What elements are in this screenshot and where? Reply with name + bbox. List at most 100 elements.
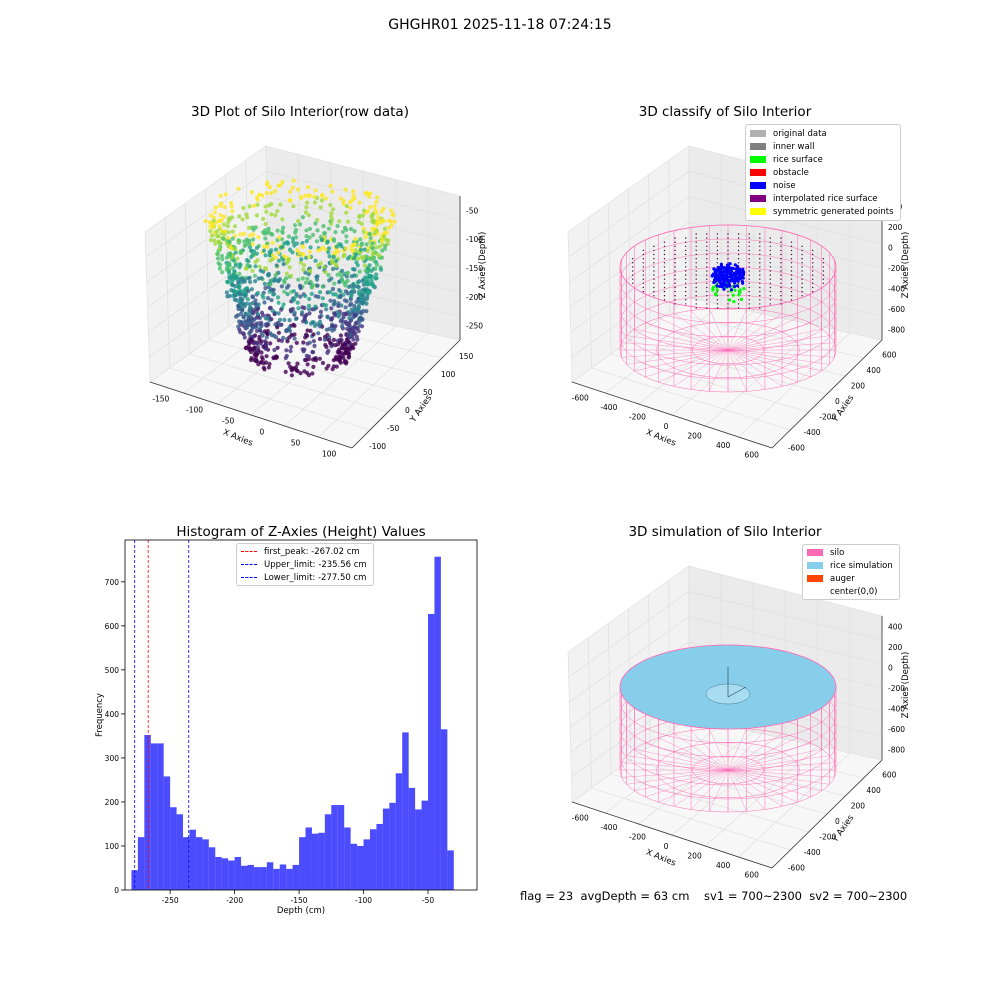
grid-point <box>790 245 793 247</box>
grid-point <box>663 295 666 297</box>
grid-point <box>685 249 687 252</box>
scatter-point <box>277 258 282 263</box>
grid-point <box>642 282 644 284</box>
scatter-point <box>299 257 304 262</box>
scatter-point <box>386 218 392 223</box>
scatter-point <box>334 244 339 249</box>
scatter-point <box>238 232 243 237</box>
grid-point <box>674 262 676 264</box>
scatter-point <box>356 285 361 290</box>
grid-point <box>706 249 708 252</box>
scatter-point <box>342 298 347 303</box>
scatter-point <box>287 335 292 340</box>
scatter-point <box>349 274 354 279</box>
scatter-point <box>360 278 365 283</box>
grid-point <box>663 245 666 247</box>
grid-point <box>759 299 761 301</box>
scatter-point <box>250 268 255 273</box>
scatter-point <box>299 196 304 201</box>
scatter-point <box>342 351 347 356</box>
scatter-point <box>276 311 281 316</box>
noise-point <box>712 285 716 289</box>
grid-point <box>780 237 782 239</box>
scatter-point <box>262 231 267 236</box>
legend-entry: inner wall <box>746 140 900 153</box>
scatter-point <box>291 204 296 209</box>
scatter-point <box>222 229 227 234</box>
scatter-point <box>290 250 295 255</box>
histogram-bar <box>376 823 383 890</box>
scatter-point <box>302 305 307 311</box>
scatter-point <box>229 204 234 209</box>
scatter-point <box>245 297 250 302</box>
grid-point <box>632 270 634 272</box>
scatter-point <box>295 248 300 253</box>
y-tick-label: 600 <box>882 351 897 360</box>
silo-floor-ring <box>692 755 764 785</box>
scatter-point <box>305 276 310 281</box>
grid-point <box>759 295 761 297</box>
scatter-point <box>264 209 269 214</box>
grid-point <box>674 274 676 276</box>
silo-floor-spoke <box>727 310 766 351</box>
scatter-point <box>345 219 350 224</box>
scatter-point <box>329 260 334 265</box>
scatter-point <box>275 345 280 350</box>
footer-status: flag = 23 avgDepth = 63 cm sv1 = 700~230… <box>520 889 908 903</box>
grid-point <box>653 258 655 260</box>
histogram-bar <box>189 829 196 890</box>
silo-floor-spoke <box>727 349 798 383</box>
scatter-point <box>338 196 343 201</box>
silo-floor-spoke <box>727 769 835 778</box>
noise-point <box>725 276 729 280</box>
scatter-point <box>335 272 340 277</box>
grid-point <box>663 299 666 301</box>
scatter-point <box>385 230 390 235</box>
scatter-point <box>296 277 301 282</box>
scatter-point <box>361 293 366 298</box>
grid-point <box>716 307 719 309</box>
scatter-point <box>346 339 351 344</box>
silo-floor-spoke <box>727 755 830 771</box>
scatter-point <box>331 266 336 272</box>
scatter-point <box>343 305 348 310</box>
silo-floor-spoke <box>727 748 822 771</box>
scatter-point <box>284 271 289 276</box>
scatter-point <box>302 317 307 322</box>
grid-point <box>780 282 782 284</box>
grid-point <box>780 299 782 301</box>
z-tick-label: -800 <box>888 326 905 335</box>
scatter-point <box>248 319 253 324</box>
silo-floor-spoke <box>645 349 729 378</box>
silo-floor-spoke <box>626 755 729 771</box>
grid-point <box>716 299 719 301</box>
legend-entry: first_peak: -267.02 cm <box>237 545 373 558</box>
scatter-point <box>349 293 354 298</box>
grid-point <box>706 241 708 243</box>
scatter-point <box>280 217 285 222</box>
scatter-point <box>281 257 286 262</box>
scatter-point <box>226 230 231 235</box>
grid-point <box>685 262 687 264</box>
silo-floor-spoke <box>727 769 766 810</box>
scatter-point <box>247 305 253 310</box>
scatter-point <box>268 287 273 292</box>
scatter-point <box>244 301 249 306</box>
scatter-point <box>343 311 348 316</box>
scatter-point <box>303 193 308 198</box>
grid-point <box>653 253 655 256</box>
grid-point <box>780 295 782 297</box>
scatter-point <box>354 320 359 325</box>
scatter-point <box>332 311 337 316</box>
scatter-point <box>269 201 274 207</box>
silo-floor-spoke <box>727 308 747 351</box>
scatter-point <box>214 229 219 234</box>
scatter-point <box>344 274 349 279</box>
scatter-point <box>305 362 310 367</box>
grid-point <box>653 266 655 268</box>
scatter-point <box>285 292 290 297</box>
scatter-point <box>373 266 378 271</box>
scatter-point <box>265 180 270 185</box>
scatter-point <box>363 268 368 273</box>
noise-point <box>719 262 723 266</box>
